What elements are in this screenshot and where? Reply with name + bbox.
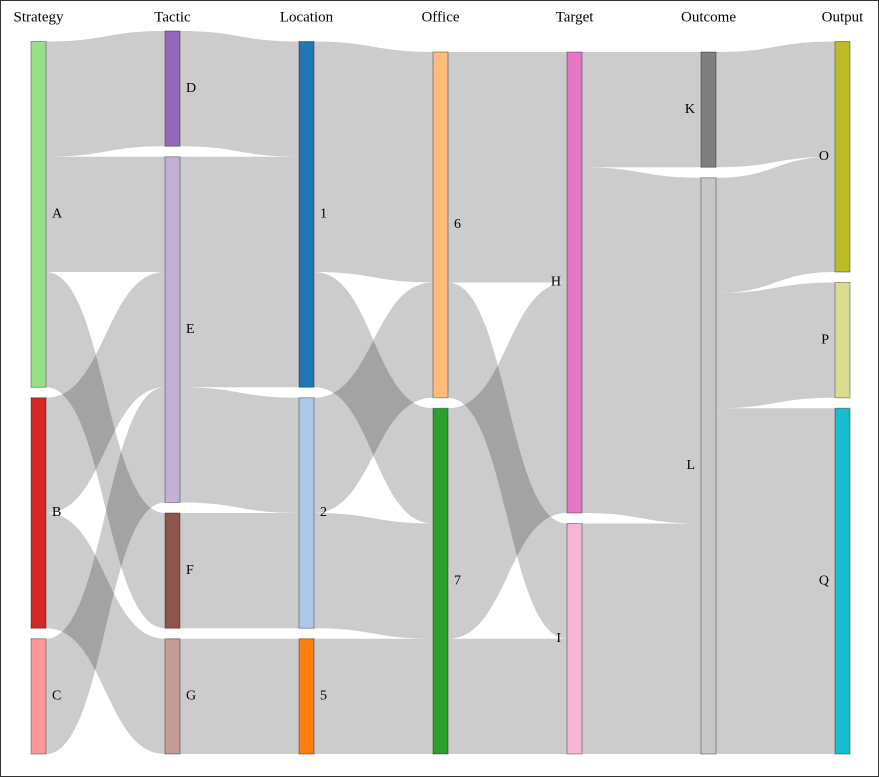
node-label: 6 (454, 217, 461, 232)
node (298, 41, 315, 388)
link (448, 282, 567, 639)
node (700, 177, 717, 755)
node-label: 5 (320, 689, 327, 704)
link (314, 282, 433, 513)
link (46, 272, 165, 629)
link (180, 638, 299, 754)
node (30, 397, 47, 629)
node-label: C (52, 689, 61, 704)
link (180, 156, 299, 388)
column-header: Outcome (681, 9, 736, 25)
link (46, 272, 165, 513)
node-label: F (186, 563, 194, 578)
node (30, 41, 47, 388)
node-label: P (821, 332, 829, 347)
node (834, 282, 851, 399)
node (834, 41, 851, 273)
link (314, 272, 433, 524)
node-label: 1 (320, 207, 327, 222)
column-header: Output (822, 9, 865, 25)
link (180, 513, 299, 629)
node-label: K (685, 102, 695, 117)
node (164, 156, 181, 503)
node (298, 397, 315, 629)
link (716, 156, 835, 293)
column-header: Location (280, 9, 334, 25)
node-label: Q (819, 573, 829, 588)
link (716, 408, 835, 754)
link (180, 31, 299, 157)
node-label: B (52, 505, 61, 520)
node-label: 7 (454, 573, 461, 588)
link (448, 282, 567, 639)
link (46, 31, 165, 157)
column-header: Strategy (14, 9, 64, 25)
link (716, 41, 835, 168)
link (180, 387, 299, 513)
node (298, 638, 315, 755)
link (46, 387, 165, 754)
link (582, 52, 701, 168)
node (834, 407, 851, 755)
link (46, 513, 165, 754)
node-label: G (186, 689, 196, 704)
link (314, 513, 433, 639)
node (164, 512, 181, 629)
link (582, 167, 701, 524)
node-label: H (551, 275, 561, 290)
node (700, 51, 717, 168)
node-label: O (819, 149, 829, 164)
node-label: E (186, 322, 195, 337)
node-label: D (186, 81, 196, 96)
link (46, 156, 165, 272)
column-header: Office (421, 9, 459, 25)
link (448, 52, 567, 283)
node (164, 30, 181, 147)
link (716, 282, 835, 409)
node (432, 407, 449, 755)
node (566, 51, 583, 514)
link (448, 638, 567, 754)
link (314, 638, 433, 754)
link (314, 41, 433, 283)
node (30, 638, 47, 755)
node-label: A (52, 207, 63, 222)
node-label: 2 (320, 505, 327, 520)
column-header: Target (556, 9, 595, 25)
node (164, 638, 181, 755)
node (566, 523, 583, 755)
link (582, 523, 701, 754)
node-label: I (556, 631, 561, 646)
node (432, 51, 449, 399)
column-header: Tactic (154, 9, 191, 25)
node-label: L (686, 458, 695, 473)
